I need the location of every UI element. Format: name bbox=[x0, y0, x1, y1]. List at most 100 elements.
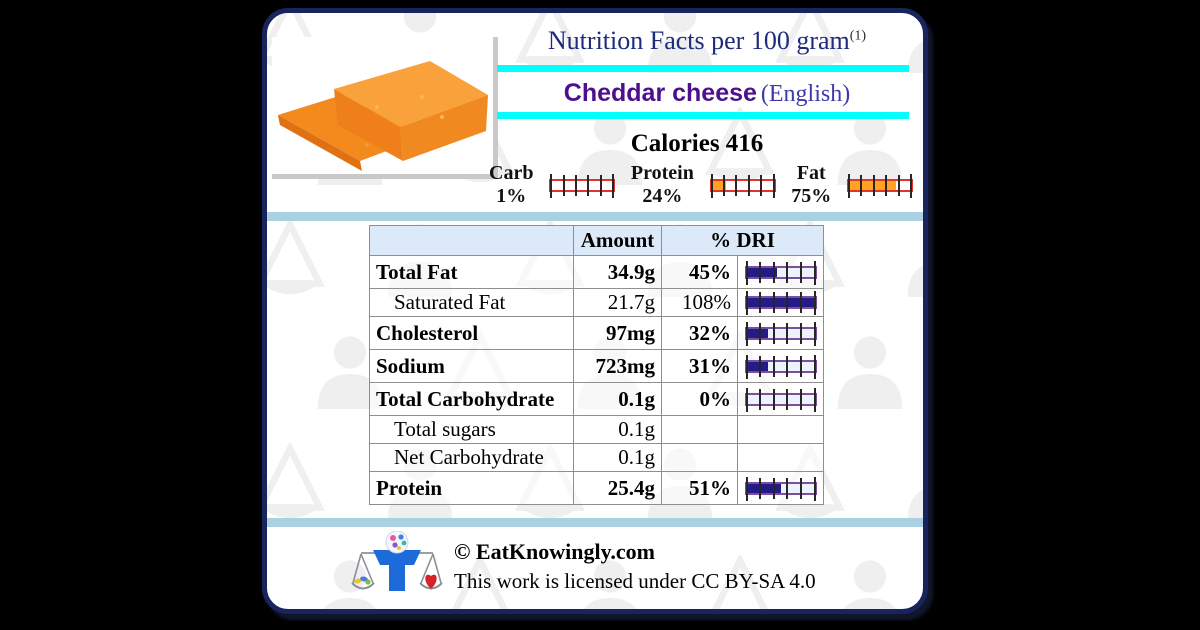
gauge-tick bbox=[772, 322, 775, 344]
calories-line: Calories 416 bbox=[630, 130, 764, 157]
nutrient-dri-percent bbox=[661, 443, 738, 472]
gauge-tick bbox=[799, 292, 802, 313]
gauge-tick bbox=[772, 261, 775, 283]
nutrition-card: Nutrition Facts per 100 gram(1) Cheddar … bbox=[262, 8, 928, 614]
table-row: Total Carbohydrate 0.1g 0% bbox=[369, 382, 824, 416]
nutrient-dri-percent: 31% bbox=[661, 349, 738, 383]
gauge-tick bbox=[759, 388, 762, 410]
footer-text: © EatKnowingly.com This work is licensed… bbox=[454, 537, 816, 596]
gauge-tick bbox=[813, 476, 816, 501]
gauge-tick bbox=[745, 354, 748, 379]
gauge-tick bbox=[722, 174, 725, 196]
nutrient-dri-gauge-cell bbox=[737, 382, 824, 416]
gauge-fill bbox=[746, 298, 815, 307]
gauge-tick bbox=[786, 477, 789, 499]
gauge-tick bbox=[799, 477, 802, 499]
gauge-fill bbox=[746, 267, 778, 277]
nutrient-name: Cholesterol bbox=[369, 316, 574, 350]
nutrient-dri-percent: 51% bbox=[661, 471, 738, 505]
table-row: Cholesterol 97mg 32% bbox=[369, 316, 824, 350]
nutrient-dri-gauge-cell bbox=[737, 471, 824, 505]
gauge-tick bbox=[759, 292, 762, 313]
card-content: Nutrition Facts per 100 gram(1) Cheddar … bbox=[267, 13, 923, 609]
nutrient-amount: 0.1g bbox=[573, 415, 662, 444]
gauge-tick bbox=[786, 261, 789, 283]
header-blank-cell bbox=[369, 225, 574, 256]
gauge-tick bbox=[759, 477, 762, 499]
food-name-line: Cheddar cheese (English) bbox=[499, 79, 915, 108]
nutrient-dri-percent: 0% bbox=[661, 382, 738, 416]
gauge-tick bbox=[786, 355, 789, 377]
dri-gauge bbox=[744, 321, 817, 346]
food-qualifier: (English) bbox=[761, 81, 850, 107]
macro-name: Carb bbox=[489, 162, 534, 184]
gauge-tick bbox=[799, 388, 802, 410]
gauge-tick bbox=[550, 173, 553, 198]
page-title: Nutrition Facts per 100 gram(1) bbox=[499, 26, 915, 56]
gauge-tick bbox=[612, 173, 615, 198]
macro-gauges-row: Carb 1% Protein 24% Fat 75% bbox=[489, 161, 913, 209]
table-row: Sodium 723mg 31% bbox=[369, 349, 824, 383]
gauge-tick bbox=[745, 476, 748, 501]
nutrient-amount: 0.1g bbox=[573, 382, 662, 416]
gauge-tick bbox=[710, 173, 713, 198]
gauge-tick bbox=[772, 355, 775, 377]
gauge-tick bbox=[747, 174, 750, 196]
nutrient-dri-percent: 32% bbox=[661, 316, 738, 350]
food-qualifier-text: (English) bbox=[760, 81, 851, 107]
nutrient-dri-gauge-cell bbox=[737, 415, 824, 444]
nutrient-amount: 723mg bbox=[573, 349, 662, 383]
nutrient-dri-percent: 108% bbox=[661, 288, 738, 317]
nutrient-dri-gauge-cell bbox=[737, 316, 824, 350]
gauge-tick bbox=[799, 322, 802, 344]
title-text: Nutrition Facts per 100 gram bbox=[547, 26, 850, 55]
nutrient-name: Total sugars bbox=[369, 415, 574, 444]
dri-gauge bbox=[744, 387, 817, 412]
macro-percent: 75% bbox=[791, 185, 832, 207]
gauge-tick bbox=[574, 174, 577, 196]
gauge-tick bbox=[562, 174, 565, 196]
gauge-tick bbox=[786, 292, 789, 313]
gauge-fill bbox=[746, 483, 782, 493]
header-dri: % DRI bbox=[661, 225, 824, 256]
gauge-tick bbox=[799, 261, 802, 283]
gauge-tick bbox=[745, 291, 748, 315]
nutrient-name: Total Fat bbox=[369, 255, 574, 289]
gauge-tick bbox=[813, 291, 816, 315]
nutrient-amount: 25.4g bbox=[573, 471, 662, 505]
nutrient-name: Saturated Fat bbox=[369, 288, 574, 317]
table-row: Total sugars 0.1g bbox=[369, 415, 824, 444]
nutrient-name: Net Carbohydrate bbox=[369, 443, 574, 472]
gauge-tick bbox=[786, 322, 789, 344]
gauge-fill bbox=[746, 328, 769, 338]
nutrient-amount: 21.7g bbox=[573, 288, 662, 317]
gauge-tick bbox=[799, 355, 802, 377]
nutrition-table-body: Total Fat 34.9g 45% Saturated Fat 21.7g 108% C… bbox=[369, 255, 824, 505]
nutrient-dri-gauge-cell bbox=[737, 349, 824, 383]
gauge-tick bbox=[759, 322, 762, 344]
license-line: This work is licensed under CC BY-SA 4.0 bbox=[454, 569, 816, 593]
gauge-tick bbox=[759, 355, 762, 377]
cyan-divider-top bbox=[497, 65, 909, 72]
gauge-tick bbox=[745, 387, 748, 412]
nutrient-name: Protein bbox=[369, 471, 574, 505]
food-name: Cheddar cheese bbox=[563, 79, 757, 107]
gauge-tick bbox=[860, 174, 863, 196]
macro-percent: 1% bbox=[496, 185, 527, 207]
logo-illustration bbox=[351, 530, 443, 591]
gauge-tick bbox=[772, 388, 775, 410]
gauge-tick bbox=[813, 260, 816, 285]
macro-name: Protein bbox=[630, 162, 694, 184]
table-row: Saturated Fat 21.7g 108% bbox=[369, 288, 824, 317]
gauge-tick bbox=[848, 173, 850, 198]
nutrient-dri-gauge-cell bbox=[737, 443, 824, 472]
gauge-tick bbox=[897, 174, 900, 196]
macro-label-fat: Fat 75% bbox=[791, 162, 831, 208]
gauge-tick bbox=[772, 173, 775, 198]
title-footnote-marker: (1) bbox=[849, 28, 867, 44]
protein-gauge bbox=[709, 173, 776, 198]
gauge-tick bbox=[735, 174, 738, 196]
cheddar-cheese-photo bbox=[272, 37, 498, 179]
dri-gauge bbox=[744, 260, 817, 285]
